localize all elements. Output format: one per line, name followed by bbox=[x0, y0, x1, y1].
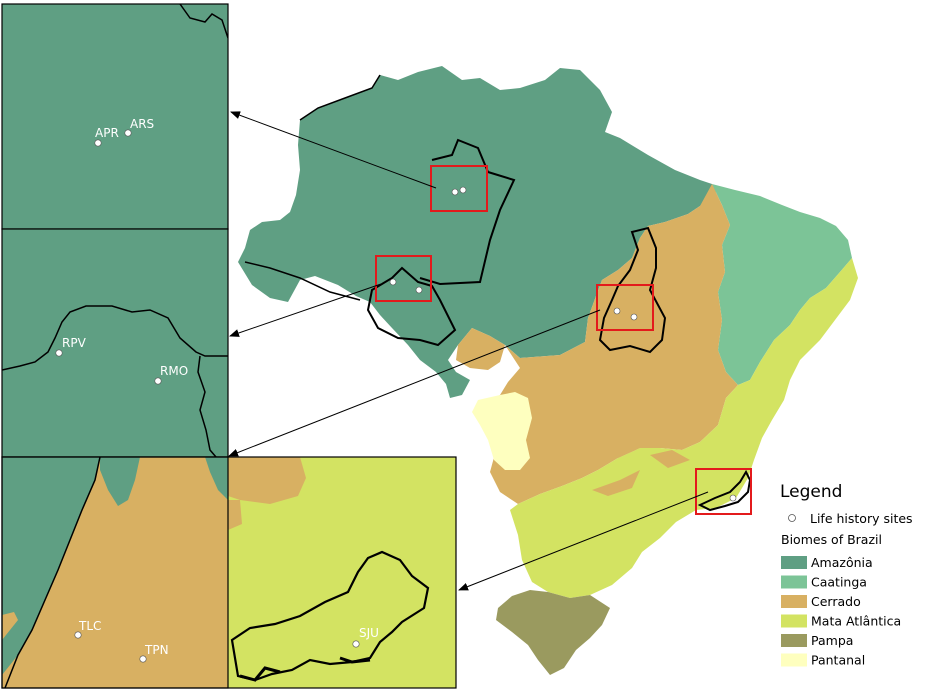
inset-tlc-tpn-sju bbox=[2, 457, 456, 688]
brazil-map bbox=[238, 66, 858, 675]
legend-swatch-3 bbox=[781, 614, 807, 628]
site-marker bbox=[729, 494, 737, 502]
site-label-apr: APR bbox=[95, 126, 119, 140]
biome-caatinga bbox=[712, 184, 852, 385]
highlight-box-rpv-rmo bbox=[375, 255, 432, 302]
site-label-sju: SJU bbox=[359, 626, 379, 640]
highlight-box-tlc-tpn bbox=[596, 284, 654, 331]
legend-swatch-0 bbox=[781, 556, 807, 569]
legend-label-0: Amazônia bbox=[811, 555, 873, 570]
legend-sites-label: Life history sites bbox=[810, 511, 913, 526]
site-marker bbox=[459, 186, 467, 194]
biome-pantanal bbox=[472, 392, 532, 470]
arrow-to-inset-a bbox=[230, 111, 437, 189]
site-marker-ars bbox=[124, 129, 132, 137]
legend-swatch-4 bbox=[781, 634, 807, 647]
site-label-ars: ARS bbox=[130, 117, 154, 131]
legend: Legend Life history sites Biomes of Braz… bbox=[780, 482, 913, 668]
site-marker bbox=[389, 278, 397, 286]
legend-swatch-2 bbox=[781, 595, 807, 608]
legend-label-2: Cerrado bbox=[811, 594, 861, 609]
arrow-to-inset-b bbox=[229, 283, 382, 337]
site-marker-tlc bbox=[74, 631, 82, 639]
site-marker bbox=[451, 188, 459, 196]
site-marker-rmo bbox=[154, 377, 162, 385]
biome-cerrado-fingers bbox=[592, 430, 690, 496]
legend-swatch-5 bbox=[781, 653, 807, 667]
site-marker-sju bbox=[352, 640, 360, 648]
arrow-to-inset-c-right bbox=[458, 491, 709, 591]
site-marker-apr bbox=[94, 139, 102, 147]
legend-label-4: Pampa bbox=[811, 633, 853, 648]
site-marker bbox=[613, 307, 621, 315]
site-label-rmo: RMO bbox=[160, 364, 188, 378]
biome-cerrado-west bbox=[456, 328, 505, 370]
inset-rj-outline bbox=[230, 550, 430, 682]
state-boundary-amazonas-para bbox=[419, 138, 516, 286]
legend-label-1: Caatinga bbox=[811, 575, 867, 590]
state-boundary-tocantins bbox=[598, 226, 667, 354]
inset-arrows bbox=[228, 111, 709, 591]
state-boundary-rondonia bbox=[366, 266, 457, 347]
site-label-rpv: RPV bbox=[62, 336, 87, 350]
biome-amazonia bbox=[238, 66, 716, 398]
inset-frame-c bbox=[1, 456, 457, 689]
inset-apr-ars bbox=[2, 4, 228, 229]
state-boundary-west bbox=[244, 74, 381, 301]
site-marker-tpn bbox=[139, 655, 147, 663]
legend-label-5: Pantanal bbox=[811, 653, 865, 668]
legend-label-3: Mata Atlântica bbox=[811, 614, 901, 629]
legend-swatch-1 bbox=[781, 575, 807, 589]
inset-rpv-rmo bbox=[2, 229, 228, 457]
site-label-tlc: TLC bbox=[78, 619, 101, 633]
site-marker bbox=[415, 286, 423, 294]
arrow-to-inset-c-left bbox=[228, 309, 601, 457]
legend-biomes-title: Biomes of Brazil bbox=[781, 532, 882, 547]
highlight-box-sju bbox=[695, 468, 752, 515]
highlight-box-apr-ars bbox=[430, 165, 488, 212]
site-marker bbox=[630, 313, 638, 321]
biome-mata-atlantica bbox=[510, 258, 858, 598]
legend-title: Legend bbox=[780, 482, 842, 502]
biome-pampa bbox=[496, 590, 610, 675]
site-marker-rpv bbox=[55, 349, 63, 357]
site-label-tpn: TPN bbox=[144, 643, 169, 657]
biome-cerrado bbox=[478, 184, 738, 504]
legend-site-symbol bbox=[788, 514, 796, 522]
